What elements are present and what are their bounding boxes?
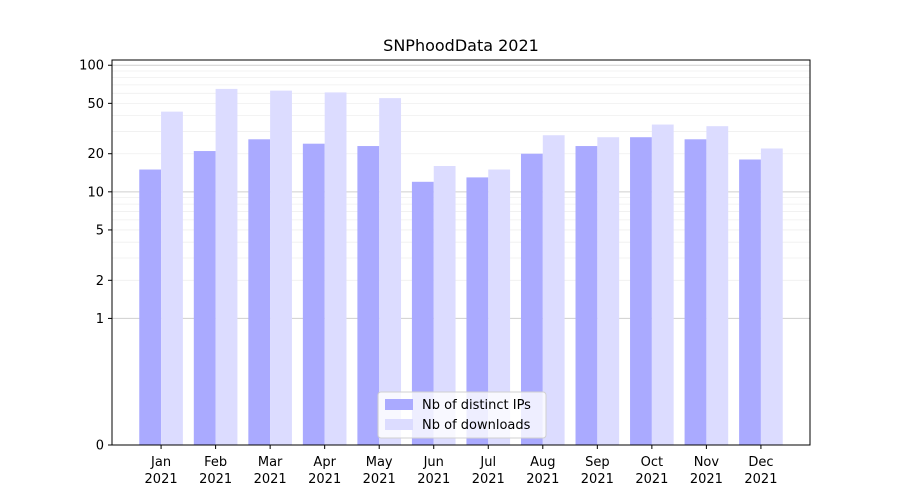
bar-downloads xyxy=(215,88,238,445)
x-tick-label-month: Sep xyxy=(585,455,610,470)
bar-distinct-ips xyxy=(139,169,162,445)
x-tick-label-year: 2021 xyxy=(145,472,178,487)
bar-downloads xyxy=(597,137,620,446)
x-tick-label-month: Nov xyxy=(694,455,720,470)
bar-distinct-ips xyxy=(302,143,325,445)
bar-downloads xyxy=(270,90,292,445)
y-tick-label: 0 xyxy=(96,439,104,454)
bar-downloads xyxy=(651,124,674,445)
bar-downloads xyxy=(379,98,402,445)
y-tick-label: 20 xyxy=(87,147,104,162)
y-tick-label: 2 xyxy=(96,274,104,289)
bar-downloads xyxy=(542,135,565,445)
bar-distinct-ips xyxy=(739,159,761,445)
y-tick-label: 50 xyxy=(87,97,104,112)
y-tick-label: 5 xyxy=(96,223,104,238)
legend-box xyxy=(377,391,547,439)
bar-distinct-ips xyxy=(684,139,707,445)
x-tick-label-month: Apr xyxy=(313,455,336,470)
x-tick-label-month: Jun xyxy=(423,455,444,470)
bar-distinct-ips xyxy=(193,151,216,445)
bar-distinct-ips xyxy=(575,146,598,445)
x-tick-label-month: Mar xyxy=(258,455,283,470)
x-tick-label-month: Aug xyxy=(530,455,555,470)
x-tick-label-year: 2021 xyxy=(254,472,287,487)
x-tick-label-year: 2021 xyxy=(526,472,559,487)
legend-label: Nb of distinct IPs xyxy=(422,398,531,413)
x-tick-label-month: Jan xyxy=(150,455,171,470)
bar-downloads xyxy=(488,169,511,445)
bar-distinct-ips xyxy=(248,139,271,445)
bar-downloads xyxy=(324,92,347,446)
chart-title: SNPhoodData 2021 xyxy=(383,36,539,55)
x-tick-label-month: Feb xyxy=(204,455,227,470)
bar-distinct-ips xyxy=(630,137,652,446)
bar-distinct-ips xyxy=(520,153,543,446)
x-tick-label-month: May xyxy=(366,455,393,470)
axes: 0 1 2 5 10 20 50 100 Jan 2021 Feb 2021 Mar 2021 Apr 202… xyxy=(79,59,811,487)
x-tick-label-year: 2021 xyxy=(417,472,450,487)
x-tick-label-year: 2021 xyxy=(581,472,614,487)
x-tick-label-year: 2021 xyxy=(308,472,341,487)
bar-distinct-ips xyxy=(411,181,434,445)
bar-downloads xyxy=(433,165,456,446)
y-tick-label: 100 xyxy=(79,59,104,74)
y-tick-label: 10 xyxy=(87,185,104,200)
x-tick-label-year: 2021 xyxy=(363,472,396,487)
x-tick-label-month: Dec xyxy=(748,455,773,470)
bar-downloads xyxy=(161,111,183,445)
legend-label: Nb of downloads xyxy=(422,418,531,433)
bar-distinct-ips xyxy=(357,146,380,445)
bar-downloads xyxy=(706,126,729,446)
x-tick-label-year: 2021 xyxy=(690,472,723,487)
y-tick-label: 1 xyxy=(96,312,104,327)
bars xyxy=(139,88,783,446)
x-tick-label-year: 2021 xyxy=(472,472,505,487)
legend-swatch xyxy=(385,419,413,430)
bar-distinct-ips xyxy=(466,177,489,446)
x-tick-label-year: 2021 xyxy=(199,472,232,487)
plot-frame xyxy=(111,59,811,446)
x-tick-label-year: 2021 xyxy=(744,472,777,487)
bar-downloads xyxy=(760,148,783,445)
legend-swatch xyxy=(385,399,413,410)
legend: Nb of distinct IPs Nb of downloads xyxy=(377,391,547,439)
x-tick-label-month: Oct xyxy=(641,455,663,470)
x-tick-label-month: Jul xyxy=(479,455,496,470)
x-tick-label-year: 2021 xyxy=(635,472,668,487)
